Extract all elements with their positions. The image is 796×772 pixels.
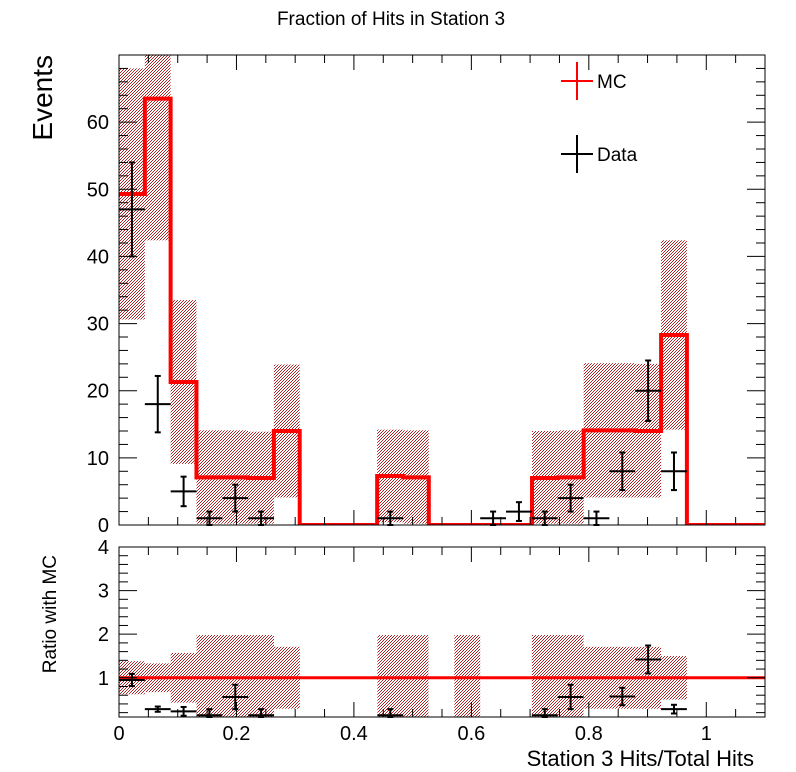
data-point bbox=[661, 451, 687, 492]
ratio-y-tick-label: 1 bbox=[98, 668, 109, 690]
data-point bbox=[635, 644, 662, 675]
y-tick-label: 50 bbox=[87, 179, 109, 201]
y-tick-label: 10 bbox=[87, 448, 109, 470]
main-panel: 0 10 20 30 40 50 60 Events MC Data bbox=[27, 54, 766, 537]
data-point bbox=[583, 510, 610, 526]
x-tick-label: 0.6 bbox=[457, 723, 485, 745]
data-point bbox=[557, 683, 584, 711]
ratio-y-tick-label: 2 bbox=[98, 624, 109, 646]
data-point bbox=[119, 672, 145, 688]
data-point bbox=[222, 683, 249, 711]
chart-title: Fraction of Hits in Station 3 bbox=[277, 9, 505, 30]
data-point bbox=[222, 483, 249, 513]
ratio-band-bin bbox=[377, 635, 429, 717]
data-point bbox=[635, 359, 662, 422]
ratio-axes: 1 2 3 4 0 0.2 0.4 0.6 0.8 1 bbox=[98, 537, 766, 745]
legend-label-data: Data bbox=[597, 145, 638, 166]
data-point bbox=[170, 705, 197, 717]
mc-histogram-line bbox=[119, 96, 765, 525]
data-point bbox=[661, 703, 687, 715]
data-point bbox=[144, 374, 171, 434]
ratio-y-tick-label: 4 bbox=[98, 537, 109, 559]
data-point bbox=[144, 705, 171, 713]
data-point bbox=[170, 475, 197, 508]
x-tick-label: 0.8 bbox=[575, 723, 603, 745]
y-axis-label-ratio: Ratio with MC bbox=[40, 555, 61, 673]
data-point bbox=[609, 451, 636, 492]
ratio-y-tick-label: 3 bbox=[98, 581, 109, 603]
legend-entry-data: Data bbox=[561, 135, 638, 173]
y-tick-label: 60 bbox=[87, 112, 109, 134]
data-point bbox=[557, 483, 584, 513]
mc-band-bin bbox=[144, 55, 171, 241]
x-tick-label: 0.2 bbox=[223, 723, 251, 745]
ratio-panel: 1 2 3 4 0 0.2 0.4 0.6 0.8 1 Ratio with MC Station… bbox=[40, 537, 766, 771]
y-axis-label-events: Events bbox=[27, 55, 58, 141]
ratio-band-bin bbox=[531, 635, 584, 717]
x-tick-label: 0.4 bbox=[340, 723, 368, 745]
legend-entry-mc: MC bbox=[561, 62, 627, 100]
y-tick-label: 20 bbox=[87, 381, 109, 403]
x-axis-label: Station 3 Hits/Total Hits bbox=[527, 746, 754, 771]
mc-uncertainty-bands bbox=[119, 55, 687, 524]
y-tick-label: 30 bbox=[87, 314, 109, 336]
y-tick-label: 0 bbox=[98, 515, 109, 537]
legend-label-mc: MC bbox=[597, 72, 627, 93]
data-point bbox=[609, 686, 636, 707]
ratio-band-bin bbox=[454, 635, 481, 717]
x-tick-label: 1 bbox=[701, 723, 712, 745]
data-point bbox=[506, 501, 532, 522]
x-tick-label: 0 bbox=[113, 723, 124, 745]
legend: MC Data bbox=[561, 62, 638, 173]
data-point bbox=[480, 510, 507, 526]
main-axes: 0 10 20 30 40 50 60 bbox=[87, 55, 766, 537]
y-tick-label: 40 bbox=[87, 246, 109, 268]
